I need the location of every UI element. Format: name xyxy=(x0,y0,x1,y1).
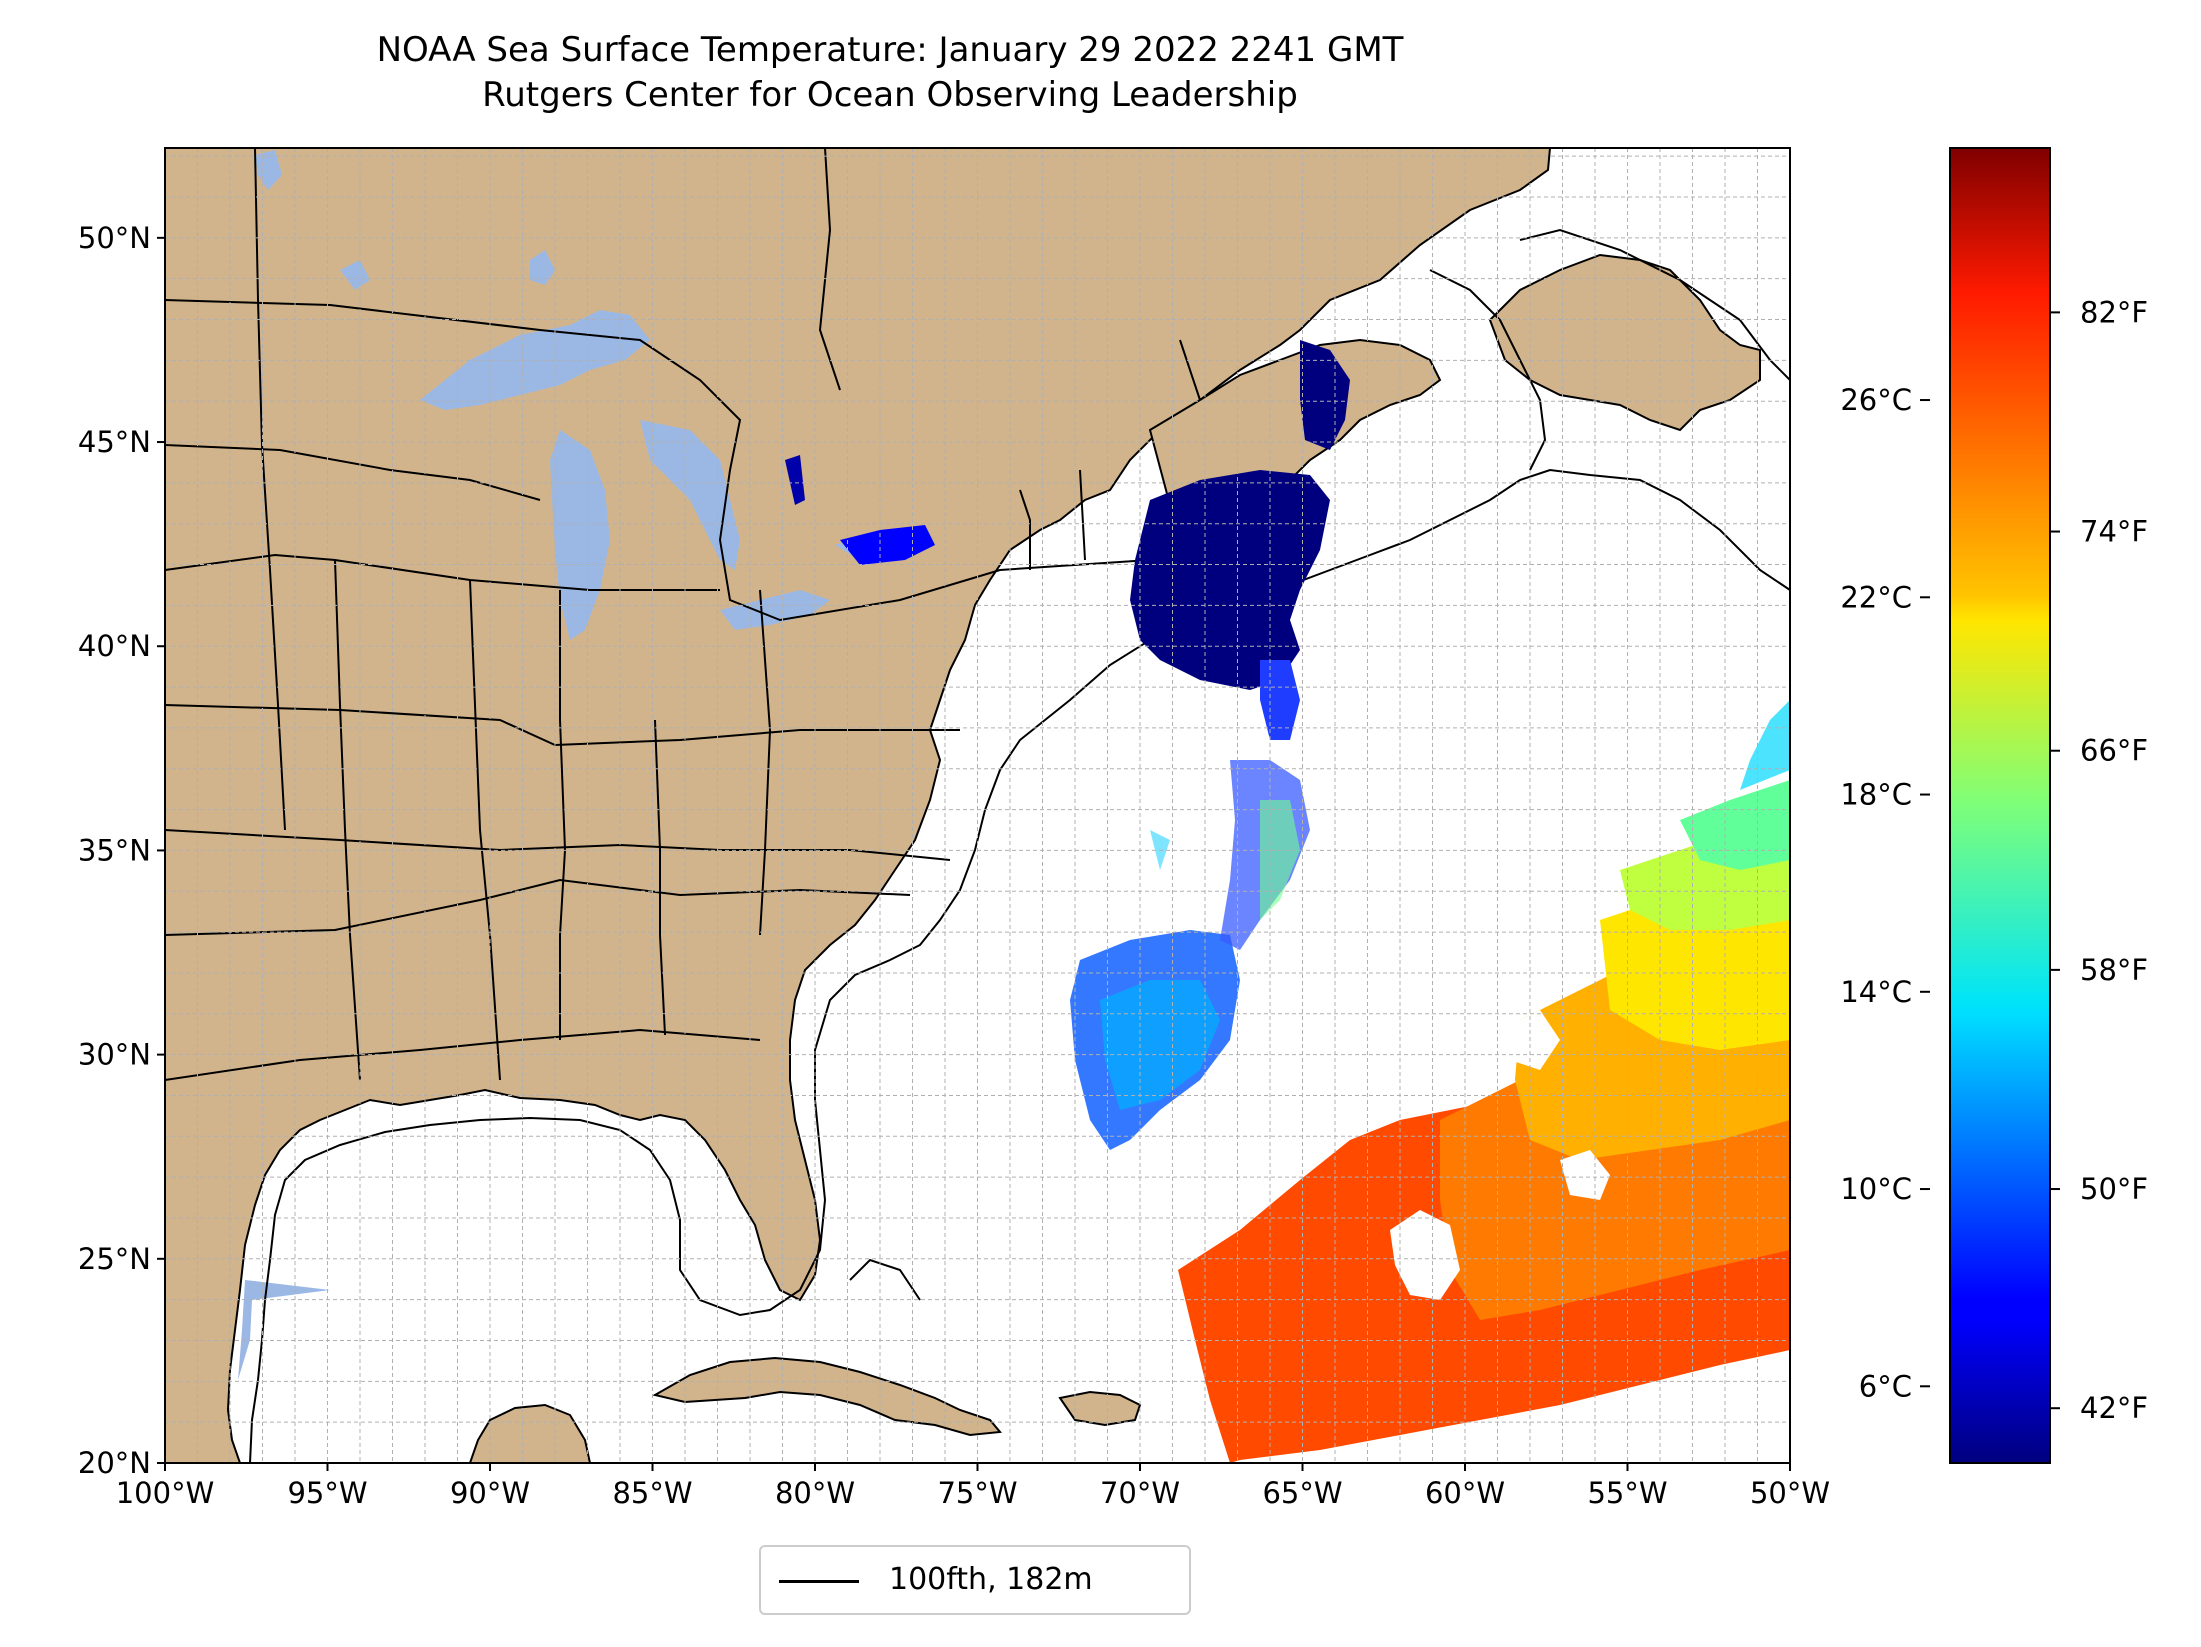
hispaniola-land xyxy=(1058,1390,1142,1427)
lon-tick-label: 95°W xyxy=(287,1476,367,1510)
colorbar-f-label: 66°F xyxy=(2080,734,2148,768)
lon-tick-label: 70°W xyxy=(1100,1476,1180,1510)
lat-tick-label: 30°N xyxy=(78,1038,151,1072)
colorbar-c-label: 14°C xyxy=(1840,975,1912,1009)
map-gridlines xyxy=(165,148,1790,1463)
lon-tick-label: 65°W xyxy=(1262,1476,1342,1510)
legend-label: 100fth, 182m xyxy=(889,1562,1093,1597)
map-subtitle: Rutgers Center for Ocean Observing Leade… xyxy=(482,75,1298,115)
lat-tick-label: 45°N xyxy=(78,425,151,459)
lon-tick-label: 80°W xyxy=(775,1476,855,1510)
latitude-labels: 20°N 25°N 30°N 35°N 40°N 45°N 50°N xyxy=(78,221,165,1480)
map-legend: 100fth, 182m xyxy=(759,1545,1191,1615)
colorbar-f-label: 58°F xyxy=(2080,953,2148,987)
colorbar-f-label: 50°F xyxy=(2080,1172,2148,1206)
lon-tick-label: 50°W xyxy=(1750,1476,1830,1510)
colorbar-c-label: 18°C xyxy=(1840,778,1912,812)
colorbar-c-label: 6°C xyxy=(1859,1369,1912,1403)
longitude-labels: 100°W 95°W 90°W 85°W 80°W 75°W 70°W 65°W 60°W 55°… xyxy=(116,1463,1830,1510)
lon-tick-label: 100°W xyxy=(116,1476,215,1510)
lat-tick-label: 25°N xyxy=(78,1242,151,1276)
map-title: NOAA Sea Surface Temperature: January 29… xyxy=(376,30,1404,70)
lat-tick-label: 35°N xyxy=(78,833,151,867)
colorbar-c-label: 26°C xyxy=(1840,383,1912,417)
colorbar xyxy=(1949,147,2051,1464)
isobath-line-swatch xyxy=(779,1580,859,1583)
lon-tick-label: 90°W xyxy=(450,1476,530,1510)
colorbar-f-label: 74°F xyxy=(2080,515,2148,549)
lon-tick-label: 85°W xyxy=(612,1476,692,1510)
lat-tick-label: 40°N xyxy=(78,629,151,663)
colorbar-f-label: 42°F xyxy=(2080,1391,2148,1425)
colorbar-c-label: 10°C xyxy=(1840,1172,1912,1206)
north-america-land xyxy=(165,148,1552,1463)
colorbar-f-label: 82°F xyxy=(2080,295,2148,329)
lon-tick-label: 55°W xyxy=(1587,1476,1667,1510)
lat-tick-label: 20°N xyxy=(78,1446,151,1480)
lon-tick-label: 75°W xyxy=(937,1476,1017,1510)
colorbar-fahrenheit-ticks: 42°F 50°F 58°F 66°F 74°F 82°F xyxy=(2050,295,2148,1425)
cuba-land xyxy=(652,1356,1002,1437)
lon-tick-label: 60°W xyxy=(1425,1476,1505,1510)
lat-tick-label: 50°N xyxy=(78,221,151,255)
colorbar-c-label: 22°C xyxy=(1840,580,1912,614)
yucatan-land xyxy=(468,1403,592,1463)
sst-data xyxy=(785,340,1790,1463)
colorbar-celsius-ticks: 6°C 10°C 14°C 18°C 22°C 26°C xyxy=(1840,383,1930,1403)
